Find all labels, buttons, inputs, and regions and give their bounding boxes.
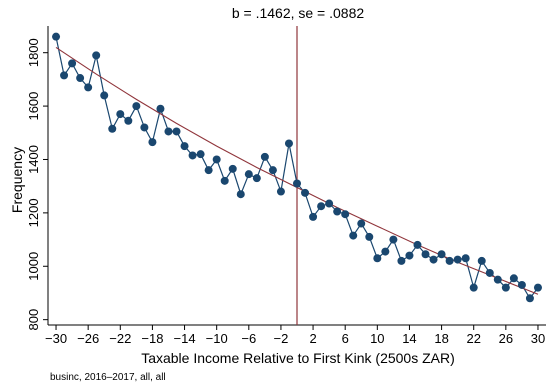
x-tick-label: −22 (109, 331, 131, 346)
data-point (268, 166, 277, 175)
data-point (212, 155, 221, 164)
data-point (84, 83, 93, 92)
data-point (445, 256, 454, 265)
data-point (405, 251, 414, 260)
data-point (204, 166, 213, 175)
data-point (509, 274, 518, 283)
data-point (325, 199, 334, 208)
x-tick-label: 26 (499, 331, 513, 346)
data-point (164, 127, 173, 136)
data-point (381, 247, 390, 256)
x-tick-label: −6 (241, 331, 256, 346)
chart-title: b = .1462, se = .0882 (232, 5, 365, 21)
x-tick-label: −18 (141, 331, 163, 346)
data-point (60, 71, 69, 80)
data-point (180, 142, 189, 151)
data-point (52, 32, 61, 41)
data-point (236, 190, 245, 199)
y-tick-label: 1000 (26, 252, 41, 281)
data-point (108, 124, 117, 133)
data-point (485, 268, 494, 277)
data-point (341, 210, 350, 219)
x-tick-label: −26 (77, 331, 99, 346)
data-point (333, 207, 342, 216)
data-point (228, 164, 237, 173)
data-point (172, 127, 181, 136)
data-point (349, 231, 358, 240)
data-point (76, 74, 85, 83)
data-point (148, 138, 157, 147)
data-point (517, 280, 526, 289)
data-point (244, 170, 253, 179)
data-point (100, 91, 109, 100)
data-point (301, 188, 310, 197)
y-tick-label: 1400 (26, 145, 41, 174)
data-point (68, 59, 77, 68)
data-point (421, 250, 430, 259)
data-point (525, 294, 534, 303)
data-point (317, 202, 326, 211)
y-tick-label: 1600 (26, 92, 41, 121)
data-point (92, 51, 101, 60)
data-point (365, 232, 374, 241)
data-point (413, 240, 422, 249)
data-point (461, 254, 470, 263)
x-tick-label: −10 (206, 331, 228, 346)
chart-note: businc, 2016–2017, all, all (50, 372, 166, 383)
data-point (437, 250, 446, 259)
x-tick-label: 30 (531, 331, 545, 346)
y-tick-label: 800 (26, 309, 41, 331)
data-point (373, 254, 382, 263)
data-point (140, 123, 149, 132)
data-point (116, 110, 125, 119)
data-point (124, 116, 133, 125)
x-tick-label: 22 (466, 331, 480, 346)
data-point (196, 150, 205, 159)
data-point (397, 256, 406, 265)
y-tick-label: 1200 (26, 198, 41, 227)
data-point (533, 283, 542, 292)
data-point (309, 212, 318, 221)
x-tick-label: −2 (274, 331, 289, 346)
data-point (276, 187, 285, 196)
x-tick-label: −14 (174, 331, 196, 346)
data-point (156, 104, 165, 113)
data-point (260, 152, 269, 161)
data-point (284, 139, 293, 148)
data-point (493, 275, 502, 284)
x-tick-label: −30 (45, 331, 67, 346)
x-tick-label: 18 (434, 331, 448, 346)
data-point (188, 151, 197, 160)
data-point (453, 255, 462, 264)
data-point (429, 255, 438, 264)
data-point (501, 283, 510, 292)
data-point (469, 283, 478, 292)
data-point (220, 176, 229, 185)
data-point (132, 102, 141, 111)
data-point (293, 179, 301, 188)
data-point (252, 174, 261, 183)
data-point (477, 256, 486, 265)
y-axis-title: Frequency (9, 147, 25, 213)
x-tick-label: 2 (309, 331, 316, 346)
x-tick-label: 14 (402, 331, 416, 346)
data-point (357, 219, 366, 228)
y-tick-label: 1800 (26, 38, 41, 67)
x-axis-title: Taxable Income Relative to First Kink (2… (141, 350, 455, 366)
data-point (389, 235, 398, 244)
x-tick-label: 10 (370, 331, 384, 346)
x-tick-label: 6 (342, 331, 349, 346)
